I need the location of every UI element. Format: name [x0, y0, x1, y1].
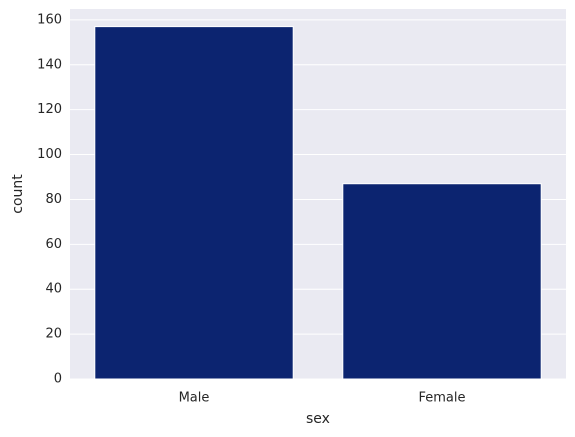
y-tick-label: 0 [54, 372, 62, 387]
x-tick-label: Male [179, 391, 210, 406]
x-axis-label: sex [306, 411, 330, 427]
y-tick-label: 140 [37, 57, 62, 72]
y-tick-label: 80 [45, 192, 62, 207]
y-tick-label: 60 [45, 237, 62, 252]
y-tick-label: 20 [45, 327, 62, 342]
bar [94, 26, 294, 380]
y-tick-label: 160 [37, 12, 62, 27]
y-axis-label: count [10, 174, 26, 214]
bar [342, 183, 542, 380]
y-tick-label: 40 [45, 282, 62, 297]
marks [94, 26, 542, 380]
y-tick-label: 100 [37, 147, 62, 162]
y-tick-label: 120 [37, 102, 62, 117]
x-tick-label: Female [418, 391, 465, 406]
